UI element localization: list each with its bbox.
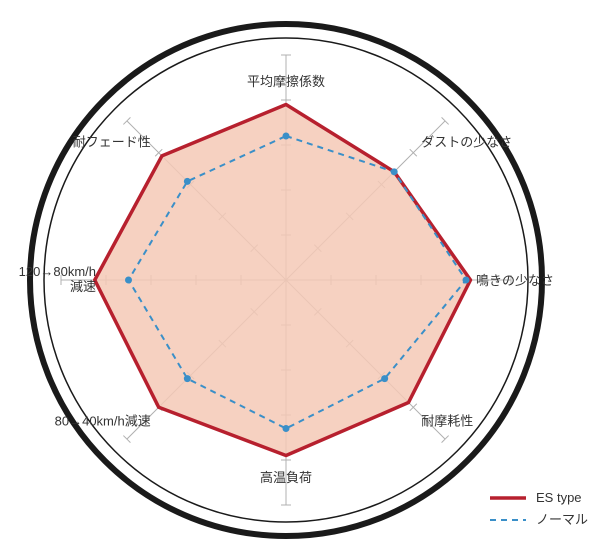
series-marker <box>184 178 191 185</box>
axis-label-line2: 減速 <box>70 279 96 294</box>
series-marker <box>283 425 290 432</box>
legend-label: ノーマル <box>536 512 588 527</box>
series-marker <box>463 277 470 284</box>
series-group <box>95 105 471 456</box>
series-marker <box>125 277 132 284</box>
axis-label: 耐フェード性 <box>73 135 151 150</box>
axis-label: 鳴きの少なさ <box>476 273 554 288</box>
axis-label: 高温負荷 <box>260 470 312 485</box>
series-ES type <box>95 105 471 456</box>
series-marker <box>381 375 388 382</box>
series-marker <box>283 133 290 140</box>
legend-label: ES type <box>536 490 582 505</box>
radar-chart: 平均摩擦係数ダストの少なさ鳴きの少なさ耐摩耗性高温負荷 80→40km/h減速 12… <box>0 0 600 543</box>
series-marker <box>184 375 191 382</box>
axis-label: 耐摩耗性 <box>421 413 473 428</box>
legend: ES type ノーマル <box>490 490 588 527</box>
series-marker <box>391 168 398 175</box>
axis-label: 80→40km/h減速 <box>55 413 151 428</box>
axis-label: 平均摩擦係数 <box>247 74 325 89</box>
axis-label: ダストの少なさ <box>421 135 512 150</box>
axis-label: 120→80km/h <box>19 264 96 279</box>
